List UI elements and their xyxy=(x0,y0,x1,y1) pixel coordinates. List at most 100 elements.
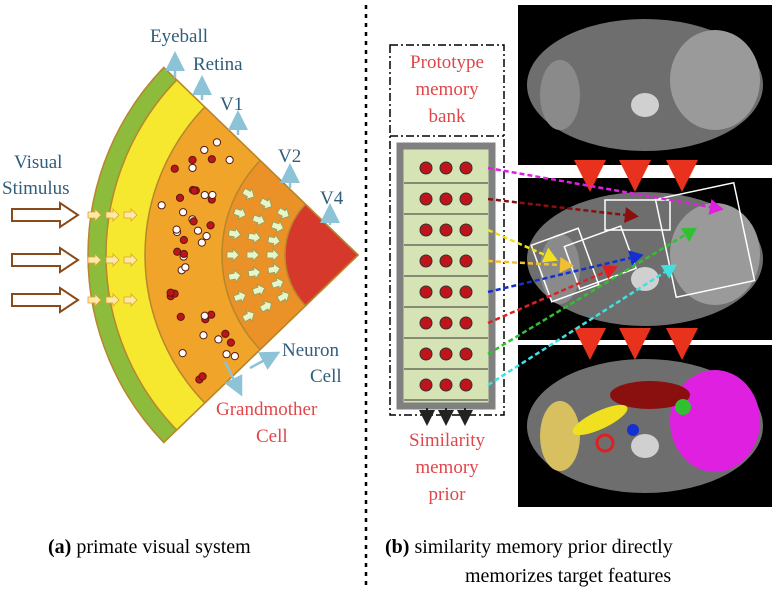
signal-arrow xyxy=(270,276,285,291)
ct-organ xyxy=(595,433,615,453)
prototype xyxy=(459,192,473,206)
prototype xyxy=(419,192,433,206)
neuron xyxy=(208,190,217,200)
neuron xyxy=(225,155,234,165)
ct-organ xyxy=(540,60,580,130)
match-arrow xyxy=(487,166,711,209)
label: memory xyxy=(415,457,479,478)
signal-arrow xyxy=(276,207,290,220)
stimulus-arrow xyxy=(11,286,80,314)
neuron xyxy=(214,335,223,344)
label: Cell xyxy=(310,366,342,387)
label: Prototype xyxy=(410,52,484,73)
neuron xyxy=(178,208,188,217)
prototype xyxy=(419,285,433,299)
prototype xyxy=(459,378,473,392)
signal-arrow xyxy=(251,213,266,227)
neuron xyxy=(157,201,166,210)
prototype xyxy=(459,316,473,330)
layer xyxy=(284,203,360,307)
label: Stimulus xyxy=(2,178,70,199)
label: memory xyxy=(415,79,479,100)
signal-arrow xyxy=(270,219,285,234)
stimulus-arrow xyxy=(11,201,80,229)
neuron xyxy=(197,238,206,247)
signal-arrow xyxy=(87,293,102,307)
ct-organ xyxy=(610,381,690,409)
neuron xyxy=(178,349,187,358)
ct-liver xyxy=(670,30,760,130)
signal-arrow xyxy=(241,187,255,200)
match-arrow xyxy=(487,233,686,356)
neuron xyxy=(173,247,182,256)
signal-arrow xyxy=(105,293,120,307)
label: V4 xyxy=(320,188,344,209)
match-arrowhead xyxy=(541,247,558,263)
label: V1 xyxy=(220,94,243,115)
label: Grandmother xyxy=(216,399,318,420)
neuron xyxy=(176,312,185,321)
match-arrow xyxy=(487,197,626,217)
prototype xyxy=(439,254,453,268)
signal-arrow xyxy=(241,310,255,323)
neuron xyxy=(193,226,203,235)
caption: (b) similarity memory prior directly xyxy=(385,536,673,558)
match-arrowhead xyxy=(680,227,697,242)
neuron xyxy=(189,217,198,226)
prototype xyxy=(459,347,473,361)
neuron xyxy=(200,145,209,155)
signal-arrow xyxy=(87,253,102,267)
ct-organ xyxy=(627,424,639,436)
neuron xyxy=(172,225,181,234)
neuron xyxy=(202,231,211,241)
label: bank xyxy=(429,106,466,127)
neuron xyxy=(206,221,215,230)
caption-text: similarity memory prior directly xyxy=(414,536,672,558)
neuron xyxy=(221,329,230,338)
match-arrow xyxy=(487,259,561,267)
prototype xyxy=(459,254,473,268)
prototype xyxy=(419,223,433,237)
prototype xyxy=(459,161,473,175)
signal-arrow xyxy=(227,269,242,284)
match-arrowhead xyxy=(628,250,644,266)
match-arrowhead xyxy=(601,264,618,280)
neuron xyxy=(170,164,179,173)
neuron xyxy=(179,249,188,259)
signal-arrow xyxy=(105,208,120,222)
signal-arrow xyxy=(259,300,273,313)
match-arrowhead xyxy=(660,264,677,279)
neuron xyxy=(181,263,190,272)
caption: (a) primate visual system xyxy=(48,536,251,558)
neuron xyxy=(226,338,235,347)
signal-arrow xyxy=(259,197,273,210)
signal-arrow xyxy=(123,253,138,267)
memory-slots xyxy=(404,161,488,401)
signal-arrow xyxy=(267,233,281,248)
prototype xyxy=(419,161,433,175)
match-arrow xyxy=(487,270,606,325)
neuron xyxy=(188,155,197,165)
output-arrows xyxy=(419,408,473,426)
label: Eyeball xyxy=(150,26,208,47)
caption-text: primate visual system xyxy=(76,536,251,558)
label: Similarity xyxy=(409,430,486,451)
signal-arrow xyxy=(123,293,138,307)
match-arrow xyxy=(487,228,546,257)
neuron xyxy=(200,311,209,320)
ct-spine xyxy=(631,93,659,117)
signal-arrow xyxy=(227,226,242,241)
ct-images xyxy=(487,5,772,507)
caption-tag: (b) xyxy=(385,536,409,558)
neuron xyxy=(198,372,207,381)
signal-arrow xyxy=(251,283,266,297)
neuron xyxy=(175,193,185,203)
prototype xyxy=(439,347,453,361)
signal-arrow xyxy=(276,290,290,303)
neuron xyxy=(212,138,222,147)
signal-arrow xyxy=(247,230,261,245)
signal-arrow xyxy=(247,265,261,280)
signal-arrow xyxy=(232,290,247,304)
label: Neuron xyxy=(282,340,339,361)
label: prior xyxy=(429,484,467,505)
